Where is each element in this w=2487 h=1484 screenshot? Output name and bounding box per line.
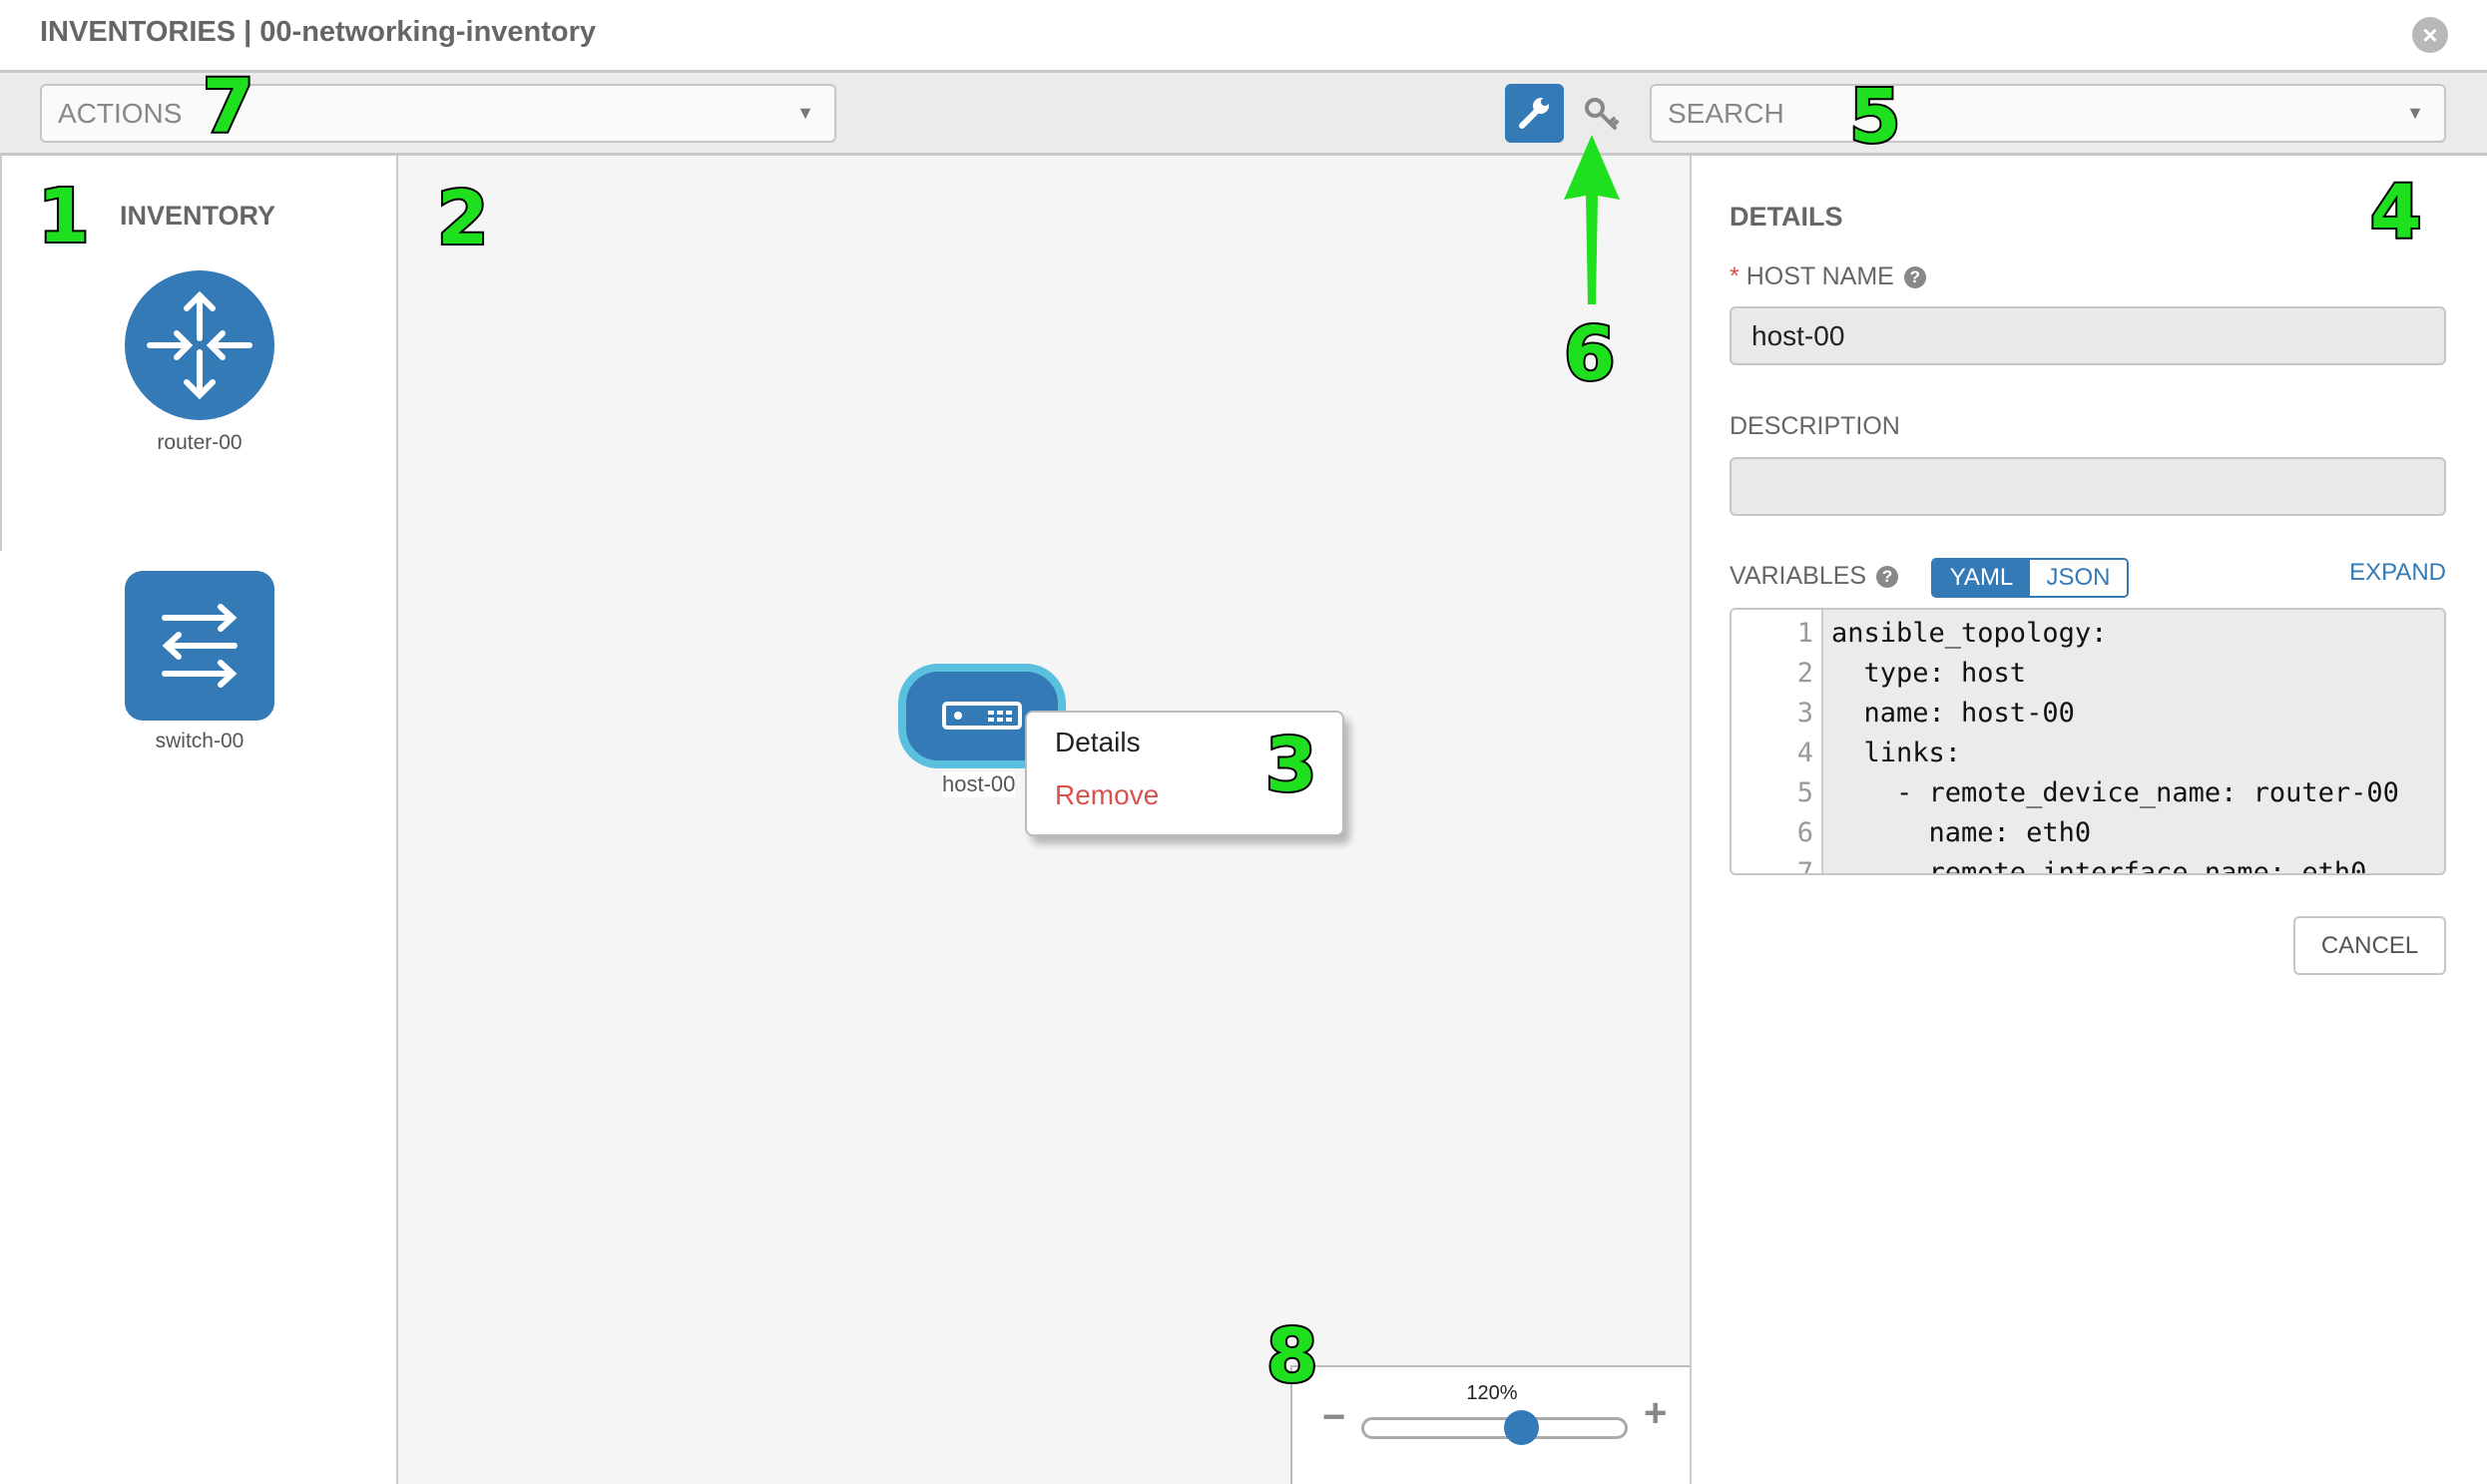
yaml-toggle[interactable]: YAML [1933, 560, 2030, 596]
line-number: 2 [1796, 658, 1813, 689]
zoom-control: 120% − + [1290, 1365, 1690, 1484]
context-menu: Details Remove [1025, 711, 1344, 836]
code-line: type: host [1831, 658, 2027, 689]
zoom-in-button[interactable]: + [1644, 1391, 1668, 1435]
json-toggle[interactable]: JSON [2030, 560, 2127, 596]
annotation-3: 3 [1263, 723, 1318, 808]
key-icon [1585, 98, 1619, 130]
chevron-down-icon: ▼ [796, 103, 814, 123]
switch-icon [125, 571, 274, 721]
annotation-4: 4 [2368, 170, 2423, 255]
line-number: 5 [1796, 777, 1813, 808]
annotation-1: 1 [36, 174, 91, 259]
line-number: 7 [1796, 857, 1813, 875]
inventory-item-router[interactable] [125, 270, 274, 425]
code-line: remote_interface_name: eth0 [1831, 857, 2367, 875]
description-label: DESCRIPTION [1730, 412, 1900, 440]
inventory-item-switch[interactable] [125, 571, 274, 726]
annotation-arrow-icon [1564, 135, 1620, 304]
zoom-value: 120% [1466, 1382, 1518, 1404]
host-name-label: * HOST NAME? [1730, 262, 1926, 291]
actions-label: ACTIONS [58, 98, 183, 129]
inventory-panel: INVENTORY router-00 switch-00 [0, 156, 398, 1484]
zoom-out-button[interactable]: − [1322, 1395, 1346, 1439]
expand-link[interactable]: EXPAND [2349, 559, 2446, 586]
actions-dropdown[interactable]: ACTIONS ▼ [40, 84, 836, 143]
search-dropdown[interactable]: SEARCH ▼ [1650, 84, 2446, 143]
wrench-icon [1519, 98, 1549, 129]
zoom-slider[interactable] [1361, 1417, 1628, 1439]
menu-item-details[interactable]: Details [1055, 727, 1141, 757]
zoom-slider-handle[interactable] [1504, 1410, 1540, 1445]
close-icon[interactable]: × [2412, 17, 2448, 53]
variables-text: VARIABLES [1730, 562, 1867, 590]
line-number: 1 [1796, 618, 1813, 649]
wrench-button[interactable] [1505, 84, 1564, 143]
code-line: - remote_device_name: router-00 [1831, 777, 2399, 808]
details-title: DETAILS [1730, 202, 1843, 232]
format-toggle: YAML JSON [1931, 558, 2129, 598]
host-name-input[interactable]: host-00 [1730, 306, 2446, 365]
description-input[interactable] [1730, 457, 2446, 516]
variables-editor[interactable]: 1 2 3 4 5 6 7 ansible_topology: type: host nam… [1730, 608, 2446, 875]
annotation-5: 5 [1847, 74, 1902, 160]
host-label: host-00 [942, 771, 1016, 797]
router-label: router-00 [157, 431, 243, 454]
page-title: INVENTORIES | 00-networking-inventory [40, 16, 597, 48]
search-placeholder: SEARCH [1668, 98, 1784, 129]
code-line: name: host-00 [1831, 698, 2075, 729]
switch-label: switch-00 [155, 730, 245, 752]
variables-label: VARIABLES? [1730, 562, 1899, 591]
code-line: name: eth0 [1831, 817, 2092, 848]
title-bar: INVENTORIES | 00-networking-inventory × [0, 0, 2487, 73]
divider [0, 156, 2, 551]
menu-item-remove[interactable]: Remove [1055, 779, 1160, 810]
key-button[interactable] [1582, 95, 1622, 135]
line-number: 6 [1796, 817, 1813, 848]
chevron-down-icon: ▼ [2406, 103, 2424, 123]
router-icon [125, 270, 274, 420]
code-line: ansible_topology: [1831, 618, 2108, 649]
toolbar: ACTIONS ▼ SEARCH ▼ [0, 73, 2487, 156]
line-gutter: 1 2 3 4 5 6 7 [1732, 610, 1823, 873]
host-name-text: HOST NAME [1745, 262, 1894, 290]
help-icon[interactable]: ? [1903, 266, 1926, 289]
cancel-button[interactable]: CANCEL [2293, 916, 2446, 975]
annotation-8: 8 [1264, 1313, 1319, 1399]
host-icon [942, 702, 1022, 730]
inventory-title: INVENTORY [120, 201, 276, 231]
annotation-7: 7 [201, 64, 255, 150]
help-icon[interactable]: ? [1876, 566, 1899, 589]
annotation-2: 2 [435, 176, 490, 261]
annotation-6: 6 [1562, 311, 1617, 397]
line-number: 4 [1796, 738, 1813, 768]
line-number: 3 [1796, 698, 1813, 729]
required-mark: * [1730, 262, 1740, 290]
code-line: links: [1831, 738, 1962, 768]
